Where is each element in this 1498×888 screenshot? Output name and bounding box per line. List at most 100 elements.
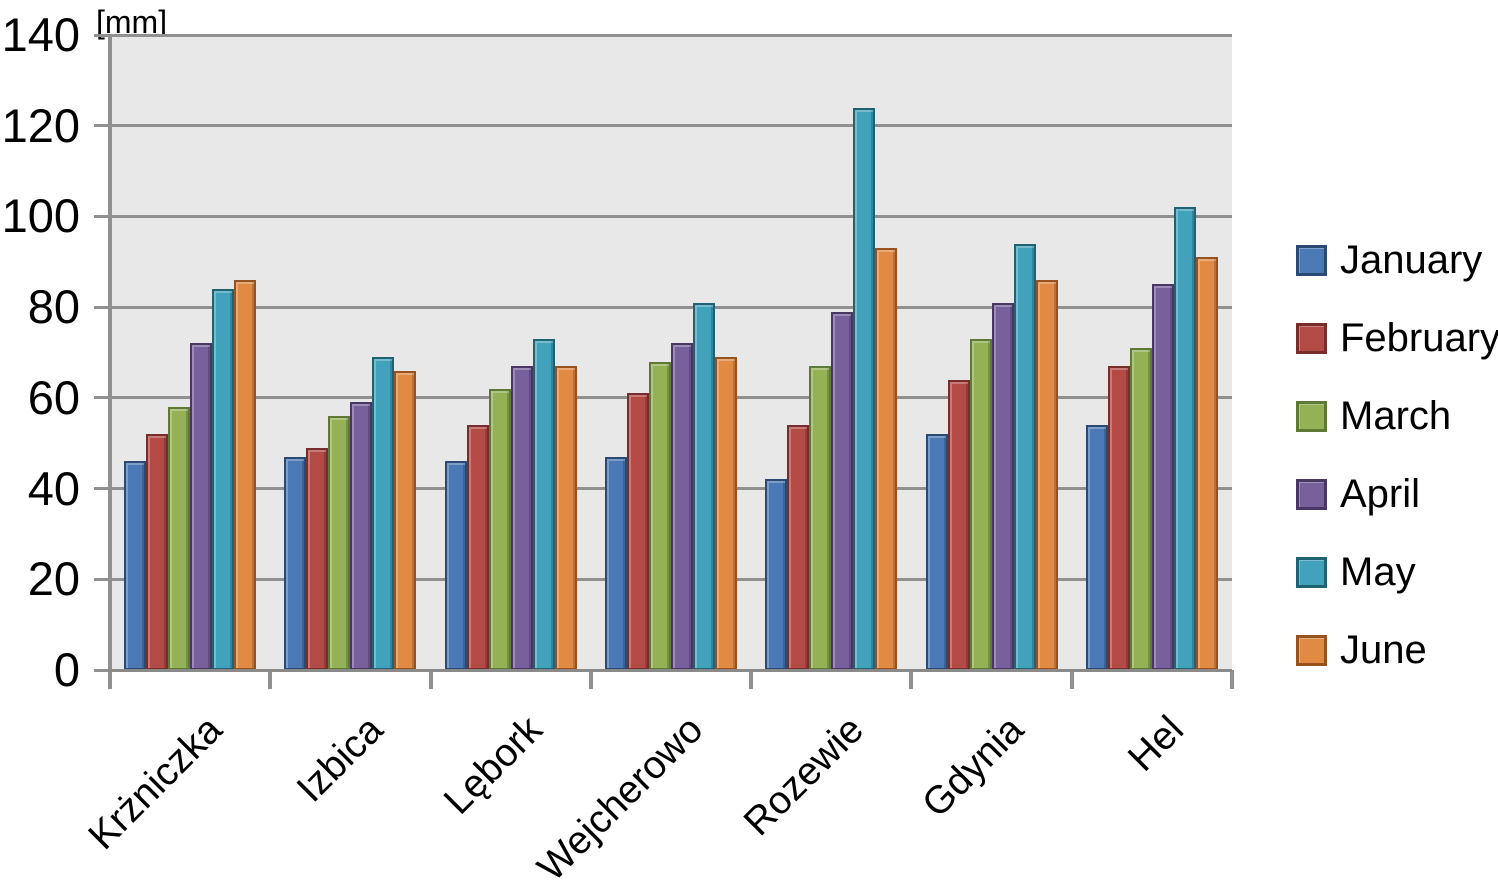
bar (510, 366, 533, 670)
legend-item: April (1296, 474, 1420, 514)
gridline (110, 214, 1232, 218)
y-axis-tick (94, 305, 110, 309)
bar-group (270, 357, 430, 670)
legend-swatch (1296, 244, 1327, 276)
bar-group (431, 339, 591, 670)
y-axis-tick (94, 577, 110, 581)
legend-swatch (1296, 322, 1327, 354)
gridline (110, 124, 1232, 128)
x-axis-label: Lębork (436, 708, 552, 823)
legend-item: February (1296, 318, 1498, 358)
legend-item: June (1296, 630, 1427, 670)
bar (444, 461, 467, 670)
x-axis-line (108, 668, 1232, 672)
y-axis-tick-label: 0 (53, 643, 80, 696)
bar (648, 362, 671, 670)
x-axis-tick (749, 670, 754, 689)
bar (969, 339, 992, 670)
bar (991, 303, 1014, 670)
bar (488, 389, 511, 670)
bar (1129, 348, 1152, 670)
bar (809, 366, 832, 670)
bar (1085, 425, 1108, 670)
bar (875, 248, 898, 670)
legend-label: January (1340, 238, 1483, 282)
bar (853, 108, 876, 670)
bar-group (591, 303, 751, 670)
y-axis-tick-label: 40 (27, 461, 80, 515)
y-axis-tick (94, 124, 110, 128)
gridline (110, 33, 1232, 37)
bar (1195, 257, 1218, 670)
legend-label: April (1340, 472, 1421, 516)
bar (787, 425, 810, 670)
legend-item: January (1296, 240, 1482, 280)
bar (670, 343, 693, 670)
legend-item: May (1296, 552, 1416, 592)
legend-label: May (1340, 550, 1416, 594)
legend-swatch (1296, 634, 1327, 666)
y-axis-tick-label: 120 (1, 98, 80, 152)
bar (532, 339, 555, 670)
bar (168, 407, 191, 670)
x-axis-label: Izbica (288, 708, 391, 811)
x-axis-label: Hel (1120, 708, 1193, 780)
y-axis-tick (94, 487, 110, 491)
bar (947, 380, 970, 670)
bar (394, 371, 417, 670)
bar (626, 393, 649, 670)
x-axis-tick (268, 670, 273, 689)
bar (328, 416, 351, 670)
y-axis-tick-label: 140 (1, 8, 80, 61)
bar (466, 425, 489, 670)
gridline (110, 305, 1232, 309)
bar (1035, 280, 1058, 670)
bar-group (911, 244, 1071, 670)
y-axis-tick-label: 80 (27, 280, 80, 334)
x-axis-label: Gdynia (914, 708, 1032, 826)
bar (124, 461, 147, 670)
y-axis-tick (94, 214, 110, 218)
bar (604, 457, 627, 670)
x-axis-tick (909, 670, 914, 689)
legend-swatch (1296, 400, 1327, 432)
bar (714, 357, 737, 670)
bar (1107, 366, 1130, 670)
bar (692, 303, 715, 670)
bar-group (110, 280, 270, 670)
x-axis-tick (1230, 670, 1234, 689)
y-axis-tick-label: 20 (27, 552, 80, 606)
bar (1151, 284, 1174, 670)
y-axis-tick-label: 60 (27, 370, 80, 424)
bar (372, 357, 395, 670)
legend-swatch (1296, 556, 1327, 588)
plot-area (110, 33, 1232, 670)
x-axis-label: Rozewie (735, 708, 872, 845)
bar (765, 479, 788, 670)
x-axis-tick (1069, 670, 1074, 689)
bar (1173, 207, 1196, 670)
x-axis-tick (588, 670, 593, 689)
bar (212, 289, 235, 670)
x-axis-tick (108, 670, 112, 689)
y-axis-line (108, 35, 112, 672)
x-axis-label: Krżniczka (80, 708, 231, 858)
legend-item: March (1296, 396, 1451, 436)
x-axis-label: Wejcherowo (529, 708, 712, 888)
bar (554, 366, 577, 670)
bar (234, 280, 257, 670)
y-axis-tick-label: 100 (1, 189, 80, 243)
bar (146, 434, 169, 670)
legend-label: March (1340, 394, 1452, 438)
legend-label: February (1340, 316, 1498, 360)
bar (1013, 244, 1036, 670)
bar-group (751, 108, 911, 670)
bar (350, 402, 373, 670)
bar (831, 312, 854, 670)
legend-swatch (1296, 478, 1327, 510)
bar-group (1072, 207, 1232, 670)
bar (190, 343, 213, 670)
y-axis-tick (94, 33, 110, 37)
y-axis-tick (94, 396, 110, 400)
